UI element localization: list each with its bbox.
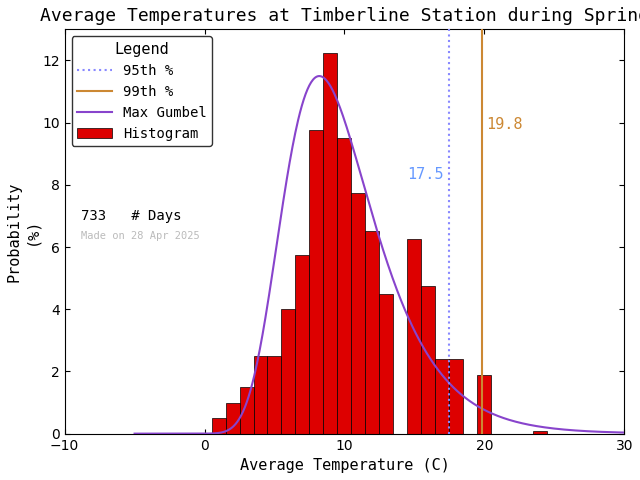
Bar — [449, 359, 463, 433]
Text: 733   # Days: 733 # Days — [81, 209, 182, 223]
Bar — [225, 403, 239, 433]
Bar — [212, 418, 225, 433]
Text: 19.8: 19.8 — [486, 117, 522, 132]
X-axis label: Average Temperature (C): Average Temperature (C) — [239, 458, 449, 473]
Bar — [310, 131, 323, 433]
Bar — [268, 356, 282, 433]
Legend: 95th %, 99th %, Max Gumbel, Histogram: 95th %, 99th %, Max Gumbel, Histogram — [72, 36, 212, 146]
Bar — [253, 356, 268, 433]
Text: Made on 28 Apr 2025: Made on 28 Apr 2025 — [81, 231, 200, 241]
Bar — [351, 192, 365, 433]
Bar — [380, 294, 394, 433]
Bar — [421, 286, 435, 433]
Bar — [296, 255, 310, 433]
Bar — [408, 239, 421, 433]
Bar — [477, 374, 492, 433]
Bar — [282, 309, 296, 433]
Bar — [533, 431, 547, 433]
Title: Average Temperatures at Timberline Station during Spring: Average Temperatures at Timberline Stati… — [40, 7, 640, 25]
Bar — [239, 387, 253, 433]
Bar — [365, 231, 380, 433]
Bar — [337, 138, 351, 433]
Bar — [323, 53, 337, 433]
Y-axis label: Probability
(%): Probability (%) — [7, 181, 39, 282]
Text: 17.5: 17.5 — [407, 167, 444, 181]
Bar — [435, 359, 449, 433]
